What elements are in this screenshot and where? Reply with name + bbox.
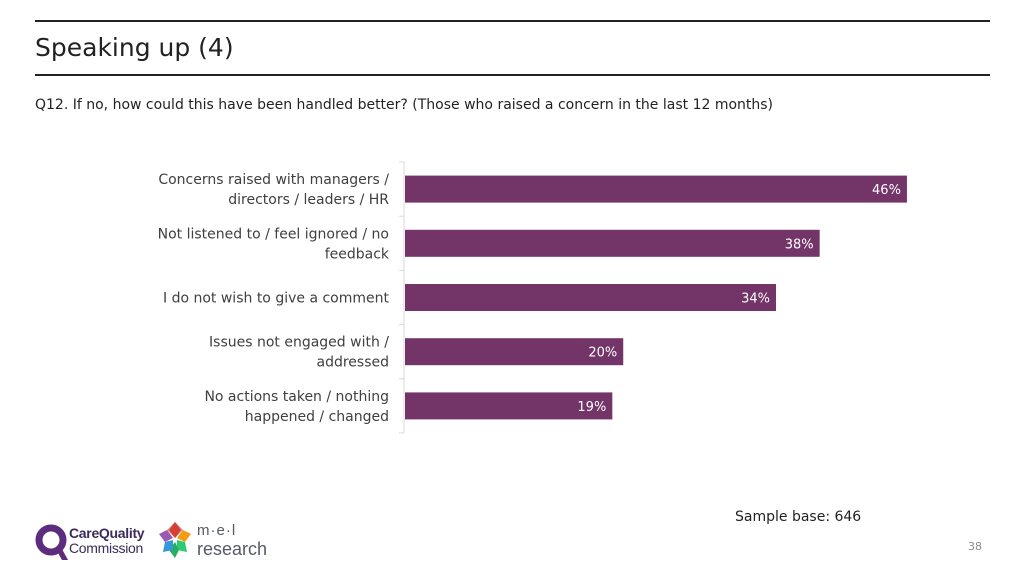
cqc-logo: CareQuality Commission <box>35 521 155 563</box>
chart-category-label-line: feedback <box>325 246 390 262</box>
mel-logo: m·e·l research <box>157 520 277 564</box>
mel-logo-line2: research <box>197 539 268 559</box>
page-number: 38 <box>968 540 982 553</box>
mel-logo-line1: m·e·l <box>197 522 237 539</box>
chart-data-label: 46% <box>872 183 901 198</box>
cqc-logo-text: CareQuality Commission <box>69 525 145 556</box>
chart-category-label-line: No actions taken / nothing <box>204 389 389 405</box>
chart-bar <box>405 229 820 257</box>
cqc-logo-line2: Commission <box>69 540 144 556</box>
mel-logo-text: m·e·l research <box>197 522 267 559</box>
mel-logo-mark-icon <box>159 522 191 558</box>
chart-category-label-line: Concerns raised with managers / <box>158 172 389 188</box>
chart-category-label: Issues not engaged with / addressed <box>209 335 389 371</box>
chart-bar <box>405 284 777 311</box>
question-text: Q12. If no, how could this have been han… <box>35 97 774 113</box>
cqc-logo-line1: CareQuality <box>69 525 145 541</box>
chart-category-label-line: directors / leaders / HR <box>228 192 389 208</box>
chart-bar <box>405 175 907 203</box>
chart-category-label-line: I do not wish to give a comment <box>163 291 390 307</box>
chart-bar <box>405 338 624 366</box>
chart-bar <box>405 392 613 420</box>
chart-category-label: Concerns raised with managers / directors… <box>158 172 389 208</box>
chart-category-label: Not listened to / feel ignored / no feedb… <box>158 226 390 262</box>
chart-category-label-line: addressed <box>316 355 389 371</box>
title-bottom-rule <box>35 74 990 76</box>
chart-category-label: No actions taken / nothing happened / cha… <box>204 389 389 425</box>
title-top-rule <box>35 20 990 22</box>
chart-category-label-line: happened / changed <box>245 409 389 425</box>
chart-data-label: 20% <box>588 346 617 361</box>
cqc-logo-mark-icon <box>35 524 68 560</box>
chart-data-label: 19% <box>577 400 606 415</box>
chart-category-label: I do not wish to give a comment <box>163 291 390 307</box>
chart-data-label: 34% <box>741 292 770 307</box>
slide-title: Speaking up (4) <box>35 33 234 62</box>
chart-data-label: 38% <box>785 237 814 252</box>
chart-category-label-line: Not listened to / feel ignored / no <box>158 226 389 242</box>
sample-base: Sample base: 646 <box>735 509 862 525</box>
chart-category-label-line: Issues not engaged with / <box>209 335 389 351</box>
